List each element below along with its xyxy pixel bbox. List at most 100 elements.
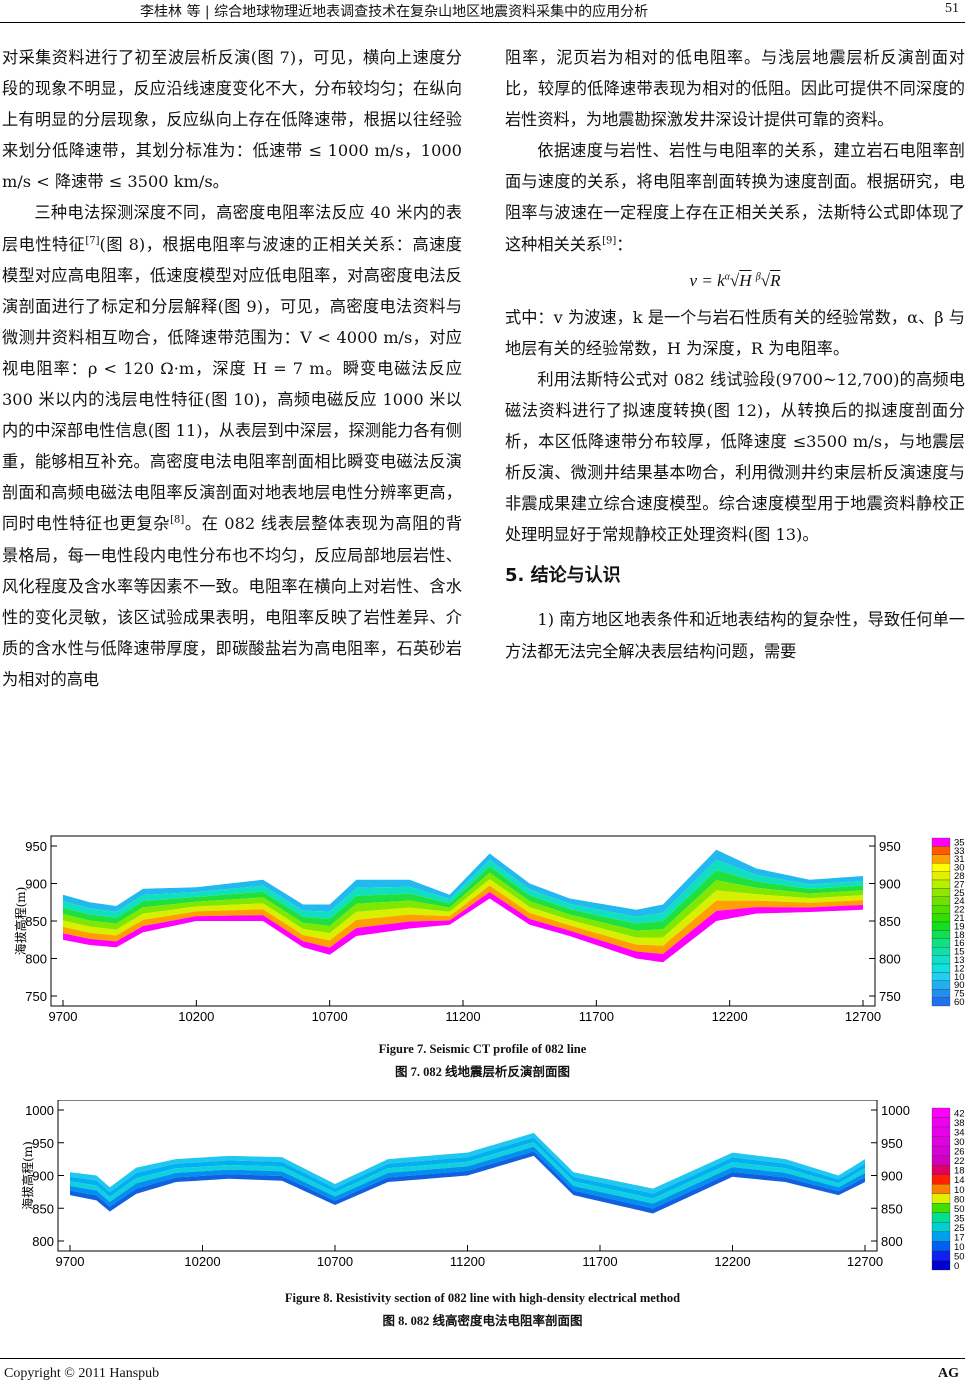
journal-abbrev: AG (938, 1366, 959, 1381)
colorbar-swatch (931, 997, 951, 1007)
paragraph-text: 。在 082 线表层整体表现为高阻的背景格局，每一电性段内电性分布也不均匀，反应… (2, 514, 463, 689)
colorbar-label: 0 (954, 1261, 959, 1272)
colorbar-label: 4200 (954, 1109, 965, 1120)
y-tick-label-left: 800 (25, 952, 47, 967)
footer-divider (0, 1358, 965, 1359)
colorbar-label: 2250 (954, 905, 965, 916)
colorbar-label: 1200 (954, 963, 965, 974)
x-tick-label: 11700 (582, 1254, 617, 1269)
colorbar-label: 2200 (954, 1156, 965, 1167)
colorbar-swatch (931, 1126, 951, 1137)
colorbar-label: 2100 (954, 913, 965, 924)
profile-band (63, 885, 863, 954)
y-tick-label-right: 850 (879, 914, 901, 929)
colorbar-label: 3150 (954, 854, 965, 865)
equation-root-index: α (724, 271, 730, 282)
colorbar-label: 100 (954, 1242, 965, 1253)
page-number: 51 (945, 1, 959, 16)
colorbar-swatch (931, 1203, 951, 1213)
y-tick-label-right: 800 (881, 1234, 903, 1249)
x-tick-label: 12200 (712, 1009, 748, 1024)
colorbar-swatch (931, 1222, 951, 1233)
equation: v = kα√H β√R (689, 270, 781, 290)
section-heading: 5. 结论与认识 (505, 565, 621, 587)
colorbar-label: 1400 (954, 1175, 965, 1186)
colorbar-swatch (931, 1231, 951, 1242)
colorbar-label: 1350 (954, 955, 965, 966)
y-axis-label: 海拔高程(m) (20, 1141, 35, 1210)
colorbar-swatch (931, 846, 951, 855)
equation-R: R (770, 270, 781, 290)
paragraph: 1) 南方地区地表条件和近地表结构的复杂性，导致任何单一方法都无法完全解决表层结… (505, 610, 965, 661)
colorbar-swatch (931, 980, 951, 990)
citation: [8] (170, 515, 185, 527)
figure-8-caption-cn: 图 8. 082 线高密度电法电阻率剖面图 (382, 1314, 583, 1328)
colorbar-swatch (931, 1184, 951, 1194)
colorbar-label: 50 (954, 1251, 965, 1262)
y-tick-label-left: 950 (25, 839, 47, 854)
equation-root-index: β (755, 271, 761, 282)
copyright: Copyright © 2011 Hanspub (4, 1366, 160, 1381)
colorbar-label: 600 (954, 997, 965, 1008)
x-tick-label: 9700 (56, 1254, 85, 1269)
colorbar-label: 500 (954, 1204, 965, 1215)
colorbar-label: 1800 (954, 930, 965, 941)
running-header: 李桂林 等 | 综合地球物理近地表调查技术在复杂山地区地震资料采集中的应用分析 … (0, 0, 965, 23)
colorbar-label: 3400 (954, 1128, 965, 1139)
citation: [7] (85, 235, 100, 247)
colorbar-swatch (931, 1155, 951, 1166)
colorbar-swatch (931, 913, 951, 923)
colorbar-swatch (931, 972, 951, 981)
x-tick-label: 10200 (178, 1009, 214, 1024)
colorbar-label: 800 (954, 1194, 965, 1205)
colorbar-label: 3800 (954, 1118, 965, 1129)
y-tick-label-left: 750 (25, 989, 47, 1004)
colorbar-swatch (931, 1136, 951, 1147)
header-title: 李桂林 等 | 综合地球物理近地表调查技术在复杂山地区地震资料采集中的应用分析 (140, 4, 649, 20)
x-tick-label: 11200 (445, 1009, 480, 1024)
colorbar-label: 2550 (954, 888, 965, 899)
colorbar-swatch (931, 896, 951, 906)
profile-band (63, 866, 863, 931)
colorbar-swatch (931, 1250, 951, 1261)
figure-7-chart: 750 750 800 800 850 850 900 900 950 950 9700 10200 1… (13, 835, 965, 1024)
colorbar-label: 3500 (954, 837, 965, 848)
y-tick-label-right: 1000 (881, 1103, 910, 1118)
colorbar-label: 3300 (954, 846, 965, 857)
colorbar-label: 1000 (954, 1185, 965, 1196)
citation: [9] (602, 235, 617, 247)
colorbar-swatch (931, 938, 951, 948)
y-tick-label-right: 950 (881, 1136, 903, 1151)
y-tick-label-right: 900 (879, 877, 901, 892)
x-tick-label: 12200 (714, 1254, 750, 1269)
colorbar-swatch (931, 905, 951, 914)
y-tick-label-left: 800 (32, 1234, 54, 1249)
colorbar-swatch (931, 1241, 951, 1252)
paragraph: 对采集资料进行了初至波层析反演(图 7)，可见，横向上速度分段的现象不明显，反应… (2, 42, 462, 197)
y-axis-label: 海拔高程(m) (13, 887, 28, 956)
colorbar-label: 2700 (954, 879, 965, 890)
x-tick-label: 11700 (579, 1009, 614, 1024)
y-tick-label-left: 900 (25, 877, 47, 892)
profile-band (63, 849, 863, 917)
colorbar-swatch (931, 930, 951, 939)
profile-band (63, 892, 863, 963)
equation-H: H (739, 270, 752, 290)
equation-lhs: v = k (689, 270, 725, 290)
y-tick-label-right: 850 (881, 1201, 903, 1216)
colorbar-swatch (931, 1174, 951, 1185)
colorbar-swatch (931, 963, 951, 973)
y-tick-label-right: 900 (881, 1169, 903, 1184)
colorbar-swatch (931, 921, 951, 931)
profile-band (63, 859, 863, 924)
y-tick-label-left: 950 (32, 1136, 54, 1151)
profile-band (63, 872, 863, 938)
y-tick-label-right: 750 (879, 989, 901, 1004)
colorbar-swatch (931, 1145, 951, 1156)
colorbar-label: 175 (954, 1232, 965, 1243)
colorbar-swatch (931, 1107, 951, 1118)
colorbar-label: 2600 (954, 1147, 965, 1158)
paragraph: 三种电法探测深度不同，高密度电阻率法反应 40 米内的表层电性特征[7](图 8… (2, 197, 462, 695)
